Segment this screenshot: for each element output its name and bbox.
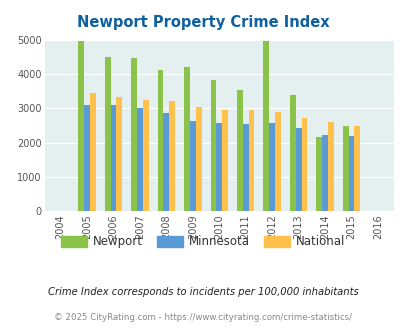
Bar <box>342 126 348 211</box>
Bar <box>116 97 122 211</box>
Bar <box>315 137 321 211</box>
Text: Newport Property Crime Index: Newport Property Crime Index <box>77 15 328 30</box>
Bar <box>348 136 354 211</box>
Bar <box>210 80 216 211</box>
Bar <box>321 135 327 211</box>
Bar <box>289 95 295 211</box>
Bar <box>169 101 175 211</box>
Bar <box>301 118 307 211</box>
Bar <box>274 112 280 211</box>
Bar <box>157 71 163 211</box>
Bar <box>354 126 359 211</box>
Bar <box>222 110 228 211</box>
Bar <box>90 93 96 211</box>
Text: © 2025 CityRating.com - https://www.cityrating.com/crime-statistics/: © 2025 CityRating.com - https://www.city… <box>54 313 351 322</box>
Bar <box>78 41 84 211</box>
Bar <box>263 41 269 211</box>
Bar <box>295 128 301 211</box>
Bar <box>248 110 254 211</box>
Bar <box>183 67 190 211</box>
Bar <box>131 58 136 211</box>
Bar <box>110 106 116 211</box>
Bar <box>242 124 248 211</box>
Bar <box>216 123 222 211</box>
Bar <box>190 121 195 211</box>
Bar <box>84 106 90 211</box>
Bar <box>195 107 201 211</box>
Bar <box>327 122 333 211</box>
Legend: Newport, Minnesota, National: Newport, Minnesota, National <box>56 231 349 253</box>
Bar <box>104 57 110 211</box>
Bar <box>237 90 242 211</box>
Bar <box>269 123 274 211</box>
Bar <box>143 100 148 211</box>
Bar <box>163 114 169 211</box>
Bar <box>136 108 143 211</box>
Text: Crime Index corresponds to incidents per 100,000 inhabitants: Crime Index corresponds to incidents per… <box>47 287 358 297</box>
